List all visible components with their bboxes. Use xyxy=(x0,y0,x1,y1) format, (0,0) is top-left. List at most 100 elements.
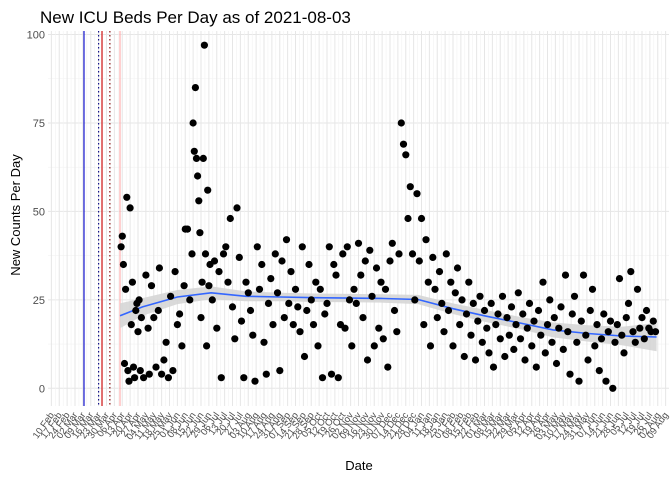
data-point xyxy=(501,352,509,361)
data-point xyxy=(636,324,644,332)
data-point xyxy=(167,292,175,300)
data-point xyxy=(575,377,583,385)
data-point xyxy=(198,278,206,286)
data-point xyxy=(291,285,300,293)
data-point xyxy=(231,335,239,343)
data-point xyxy=(341,324,349,332)
data-point xyxy=(469,299,477,307)
data-point xyxy=(171,268,179,276)
data-point xyxy=(173,321,181,329)
data-point xyxy=(217,374,225,382)
data-point xyxy=(584,356,592,364)
data-point xyxy=(566,370,574,378)
data-point xyxy=(406,183,414,191)
data-point xyxy=(189,119,197,127)
data-point xyxy=(233,204,241,212)
y-tick-label: 50 xyxy=(33,206,45,218)
x-axis-title: Date xyxy=(345,458,372,473)
data-point xyxy=(145,370,153,378)
data-point xyxy=(570,292,579,300)
data-point xyxy=(537,331,545,339)
data-point xyxy=(127,321,135,329)
data-point xyxy=(453,264,462,272)
data-point xyxy=(602,377,610,385)
data-point xyxy=(186,296,194,304)
data-point xyxy=(128,278,136,286)
data-point xyxy=(372,264,381,272)
data-point xyxy=(622,314,630,322)
data-point xyxy=(196,229,204,237)
data-point xyxy=(316,285,324,293)
data-point xyxy=(271,250,279,258)
data-point xyxy=(330,260,338,269)
data-point xyxy=(287,268,295,276)
data-point xyxy=(289,321,297,329)
data-point xyxy=(323,299,331,307)
data-point xyxy=(532,363,540,371)
data-point xyxy=(431,285,439,293)
data-point xyxy=(147,282,156,290)
data-point xyxy=(512,321,520,329)
data-point xyxy=(370,342,378,350)
data-point xyxy=(309,321,318,329)
data-point xyxy=(413,190,421,198)
data-point xyxy=(487,299,495,307)
data-point xyxy=(208,296,216,304)
data-point xyxy=(550,314,558,322)
data-point xyxy=(498,292,507,300)
data-point xyxy=(564,328,572,336)
data-point xyxy=(577,317,585,325)
data-point xyxy=(140,374,148,382)
data-point xyxy=(262,370,270,378)
data-point xyxy=(350,285,358,293)
data-point xyxy=(471,356,480,364)
data-point xyxy=(651,328,660,336)
data-point xyxy=(296,328,304,336)
data-point xyxy=(118,232,126,240)
data-point xyxy=(611,338,619,346)
data-point xyxy=(438,299,446,307)
data-point xyxy=(246,306,255,315)
data-point xyxy=(260,338,268,346)
data-point xyxy=(415,257,423,265)
data-point xyxy=(579,271,588,279)
data-point xyxy=(269,321,277,329)
data-point xyxy=(129,363,138,371)
data-point xyxy=(561,271,570,279)
data-point xyxy=(305,260,313,269)
data-point xyxy=(235,253,243,261)
data-point xyxy=(357,271,365,279)
data-point xyxy=(609,384,617,392)
data-point xyxy=(339,250,347,258)
data-point xyxy=(183,225,192,233)
data-point xyxy=(300,352,309,361)
data-point xyxy=(199,154,207,162)
data-point xyxy=(368,292,376,300)
data-point xyxy=(478,338,486,346)
data-point xyxy=(318,374,327,382)
data-point xyxy=(258,260,266,269)
data-point xyxy=(282,236,291,244)
data-point xyxy=(559,345,567,353)
data-point xyxy=(224,278,232,286)
data-point xyxy=(539,278,547,286)
data-point xyxy=(582,331,590,339)
data-point xyxy=(180,282,188,290)
data-point xyxy=(195,197,203,205)
data-point xyxy=(334,374,342,382)
data-point xyxy=(606,317,615,325)
data-point xyxy=(137,314,145,322)
data-point xyxy=(381,285,390,293)
data-point xyxy=(595,367,603,375)
data-point xyxy=(386,257,394,265)
data-point xyxy=(251,377,259,385)
data-point xyxy=(429,253,437,261)
data-point xyxy=(447,278,455,286)
data-point xyxy=(411,296,419,304)
data-point xyxy=(426,342,435,350)
data-point xyxy=(548,338,556,346)
data-point xyxy=(600,310,608,318)
data-point xyxy=(160,356,168,364)
data-point xyxy=(638,314,646,322)
